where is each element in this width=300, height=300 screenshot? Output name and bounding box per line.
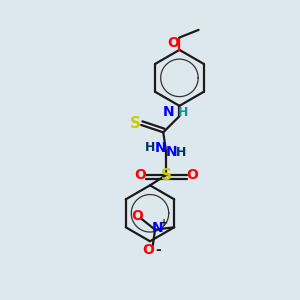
Text: S: S (130, 116, 141, 131)
Text: O: O (134, 168, 146, 182)
Text: O: O (131, 209, 143, 223)
Text: N: N (166, 146, 177, 159)
Text: -: - (155, 243, 161, 257)
Text: H: H (176, 146, 187, 159)
Text: +: + (160, 218, 169, 228)
Text: N: N (155, 141, 167, 155)
Text: N: N (162, 105, 174, 119)
Text: O: O (186, 168, 198, 182)
Text: O: O (143, 243, 154, 257)
Text: O: O (167, 35, 179, 50)
Text: H: H (178, 106, 188, 119)
Text: H: H (145, 141, 155, 154)
Text: N: N (152, 221, 164, 235)
Text: S: S (161, 167, 172, 182)
